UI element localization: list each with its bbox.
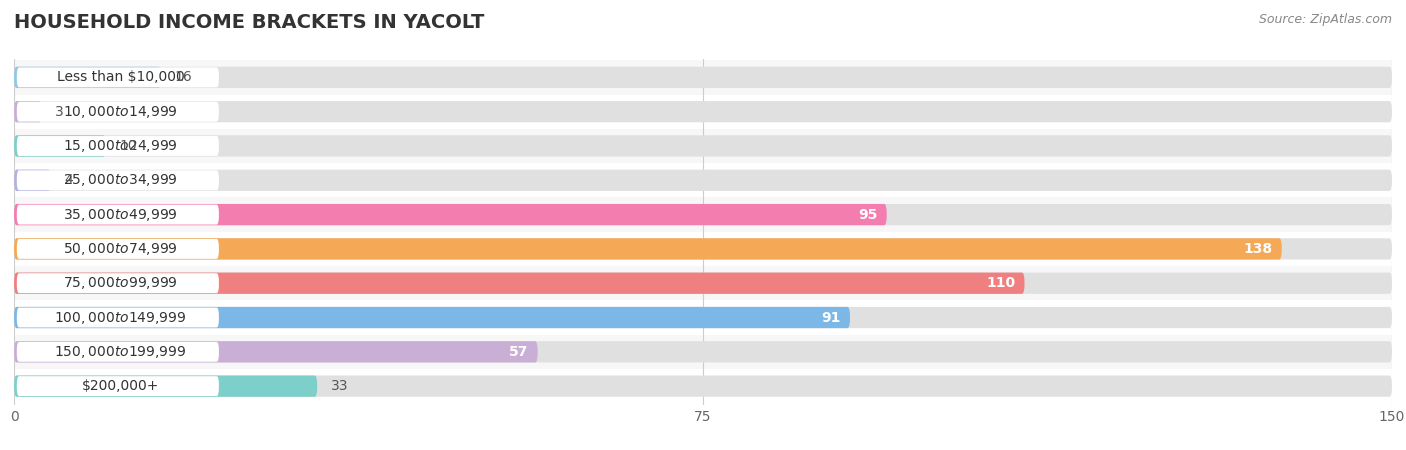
Text: 138: 138	[1243, 242, 1272, 256]
Bar	[14, 198, 1392, 232]
FancyBboxPatch shape	[14, 307, 851, 328]
Text: $10,000 to $14,999: $10,000 to $14,999	[63, 104, 179, 120]
Text: 4: 4	[65, 173, 73, 187]
Text: 3: 3	[55, 105, 65, 119]
FancyBboxPatch shape	[17, 102, 219, 122]
FancyBboxPatch shape	[14, 375, 318, 397]
Bar	[14, 335, 1392, 369]
Bar	[14, 266, 1392, 300]
FancyBboxPatch shape	[17, 171, 219, 190]
Bar	[14, 129, 1392, 163]
Bar	[14, 300, 1392, 335]
FancyBboxPatch shape	[14, 135, 105, 157]
Bar	[14, 369, 1392, 403]
Text: $35,000 to $49,999: $35,000 to $49,999	[63, 207, 179, 223]
Text: 57: 57	[509, 345, 529, 359]
FancyBboxPatch shape	[17, 342, 219, 362]
FancyBboxPatch shape	[14, 101, 1392, 122]
Text: 91: 91	[821, 310, 841, 324]
Text: 33: 33	[330, 379, 349, 393]
FancyBboxPatch shape	[14, 307, 1392, 328]
Bar	[14, 94, 1392, 129]
Text: 110: 110	[986, 276, 1015, 290]
Text: $75,000 to $99,999: $75,000 to $99,999	[63, 275, 179, 291]
FancyBboxPatch shape	[17, 376, 219, 396]
Text: $50,000 to $74,999: $50,000 to $74,999	[63, 241, 179, 257]
FancyBboxPatch shape	[17, 68, 219, 87]
FancyBboxPatch shape	[17, 307, 219, 328]
FancyBboxPatch shape	[14, 170, 1392, 191]
FancyBboxPatch shape	[17, 136, 219, 156]
Text: $25,000 to $34,999: $25,000 to $34,999	[63, 172, 179, 188]
FancyBboxPatch shape	[14, 204, 887, 225]
FancyBboxPatch shape	[14, 273, 1392, 294]
FancyBboxPatch shape	[14, 101, 42, 122]
FancyBboxPatch shape	[17, 273, 219, 293]
FancyBboxPatch shape	[14, 238, 1392, 260]
FancyBboxPatch shape	[14, 67, 1392, 88]
FancyBboxPatch shape	[14, 170, 51, 191]
FancyBboxPatch shape	[14, 273, 1025, 294]
Text: 95: 95	[858, 207, 877, 221]
FancyBboxPatch shape	[14, 67, 162, 88]
Text: $100,000 to $149,999: $100,000 to $149,999	[55, 310, 187, 325]
FancyBboxPatch shape	[14, 341, 537, 362]
Text: 16: 16	[174, 70, 193, 84]
Bar	[14, 163, 1392, 198]
Text: Source: ZipAtlas.com: Source: ZipAtlas.com	[1258, 14, 1392, 27]
Bar	[14, 60, 1392, 94]
Text: Less than $10,000: Less than $10,000	[56, 70, 184, 84]
FancyBboxPatch shape	[14, 375, 1392, 397]
Bar	[14, 232, 1392, 266]
FancyBboxPatch shape	[14, 135, 1392, 157]
Text: $150,000 to $199,999: $150,000 to $199,999	[55, 344, 187, 360]
Text: HOUSEHOLD INCOME BRACKETS IN YACOLT: HOUSEHOLD INCOME BRACKETS IN YACOLT	[14, 14, 485, 32]
Text: $15,000 to $24,999: $15,000 to $24,999	[63, 138, 179, 154]
FancyBboxPatch shape	[17, 205, 219, 225]
Text: 10: 10	[120, 139, 138, 153]
FancyBboxPatch shape	[14, 341, 1392, 362]
FancyBboxPatch shape	[14, 204, 1392, 225]
Text: $200,000+: $200,000+	[82, 379, 159, 393]
FancyBboxPatch shape	[17, 239, 219, 259]
FancyBboxPatch shape	[14, 238, 1282, 260]
